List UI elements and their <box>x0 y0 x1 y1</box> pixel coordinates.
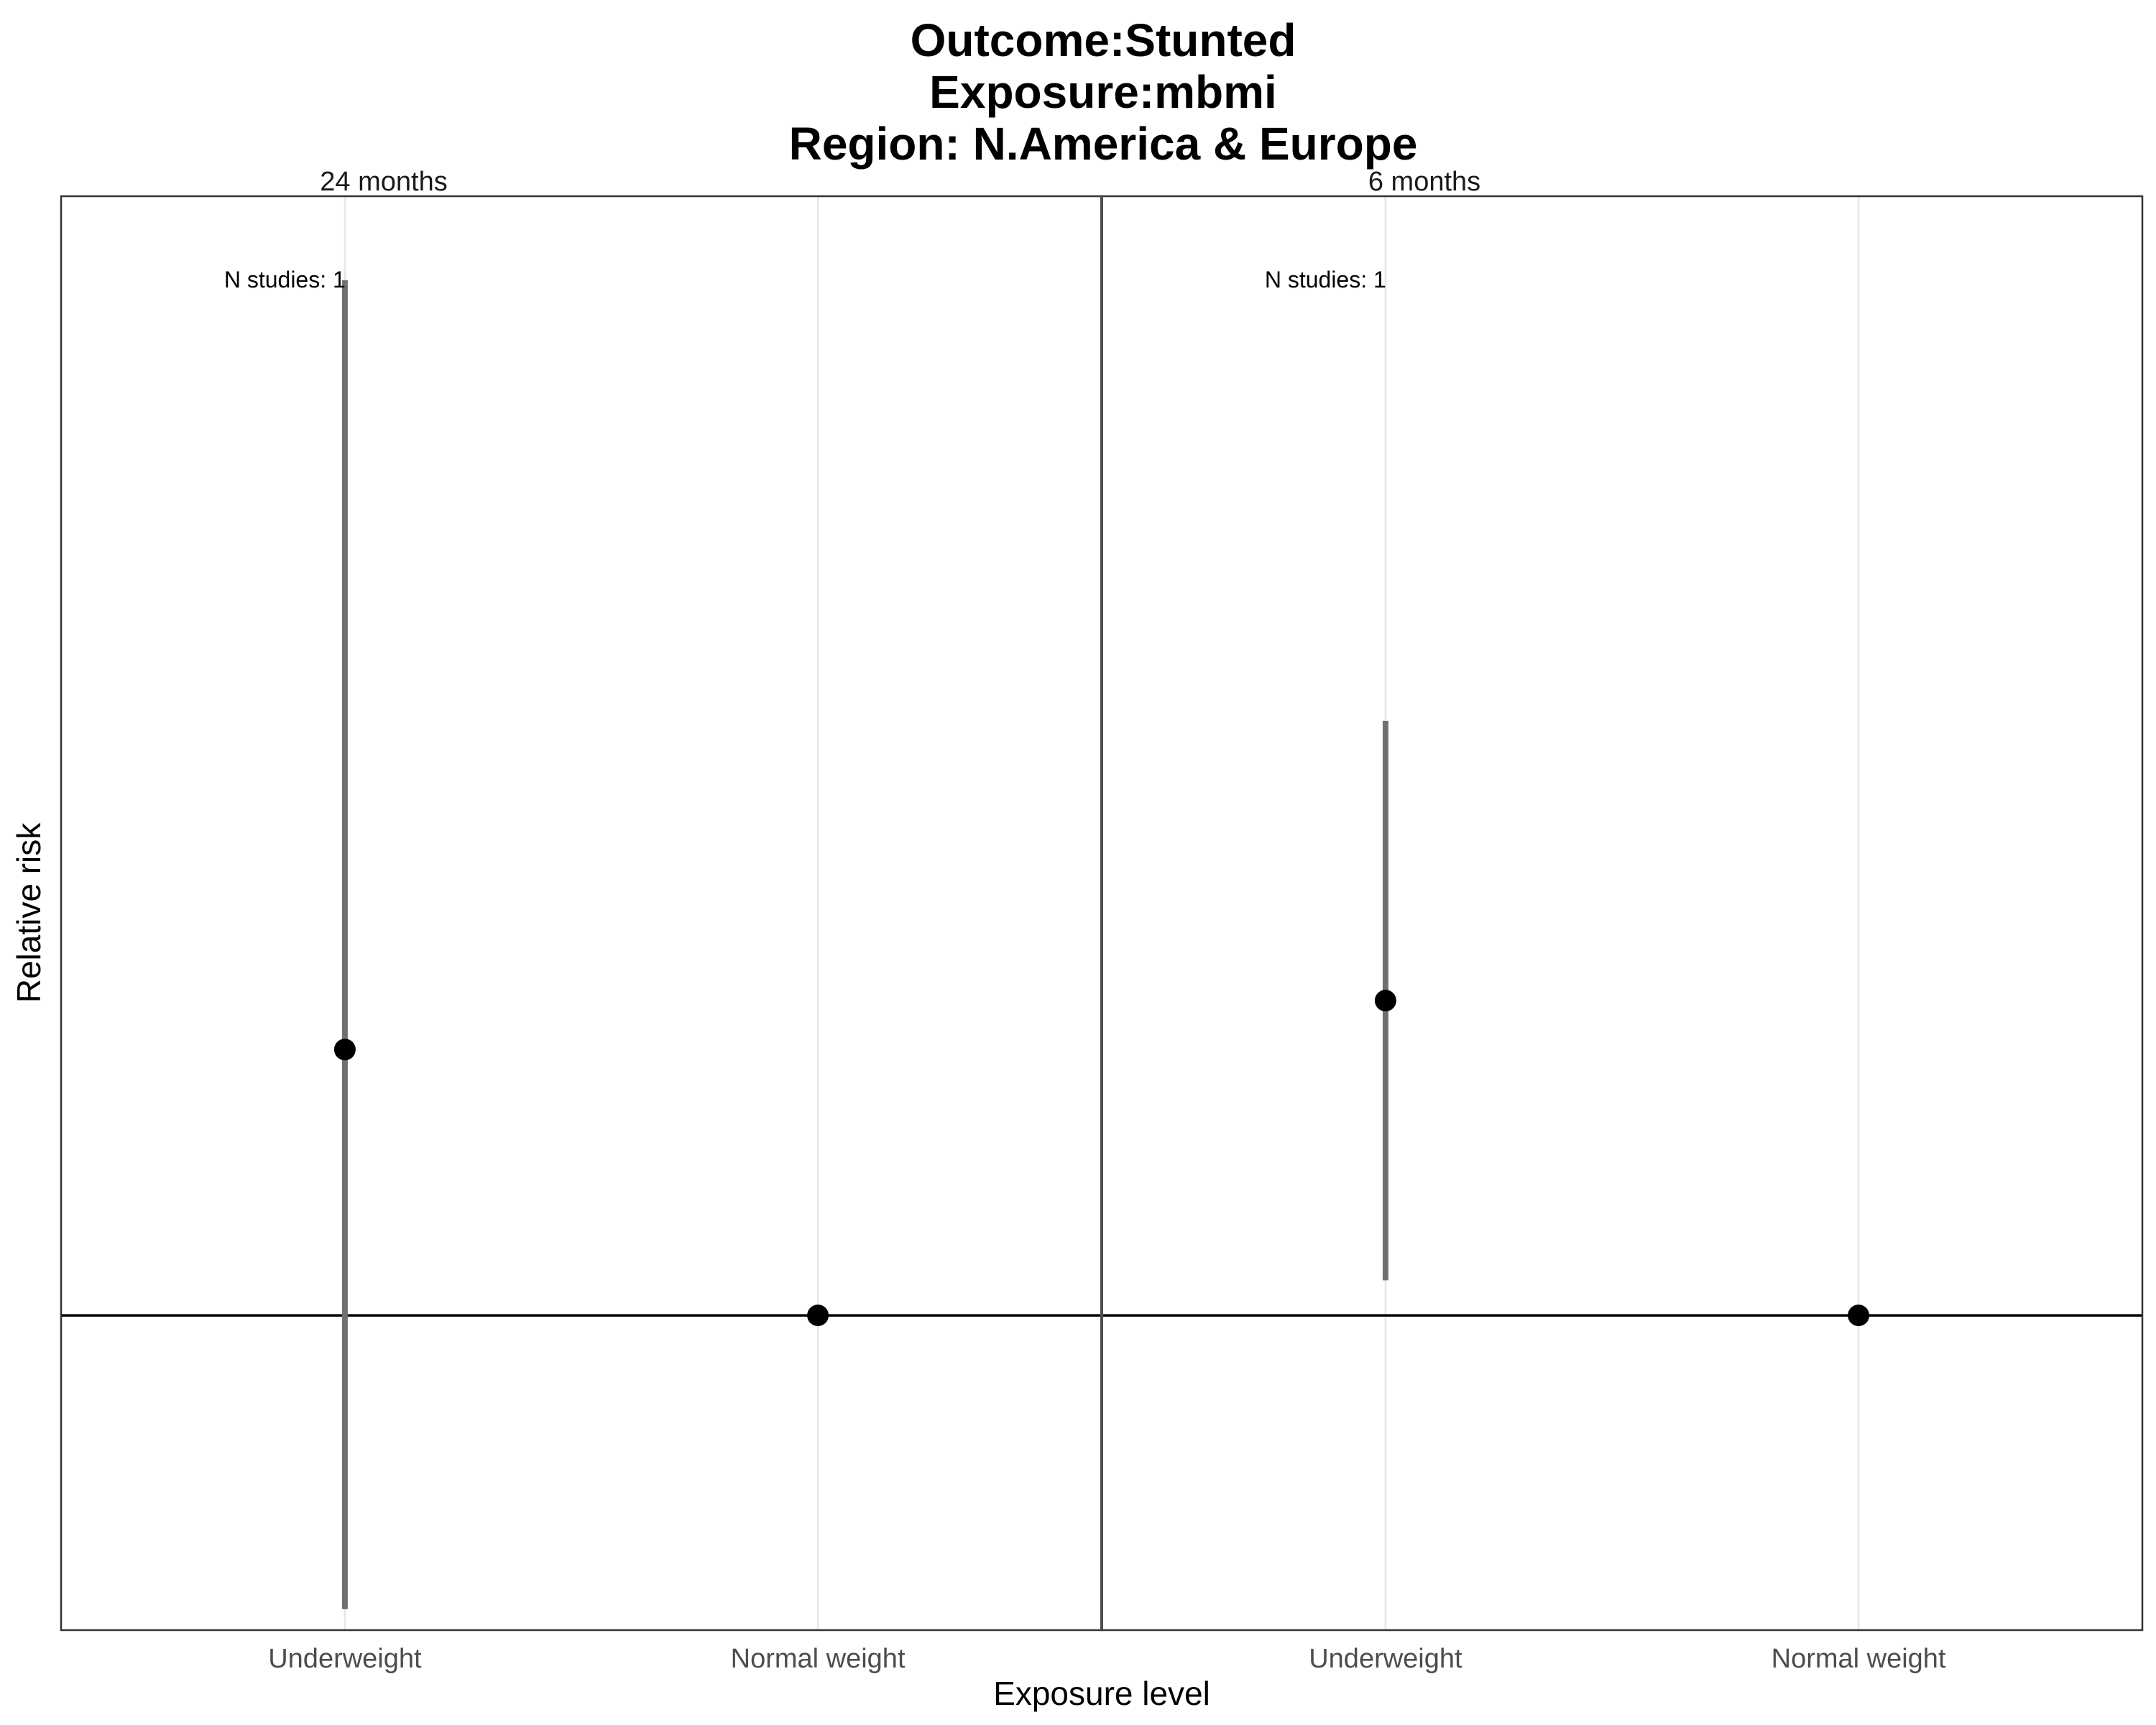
panel-border <box>60 195 1103 1632</box>
n-studies-annotation: N studies: 1 <box>224 267 346 293</box>
title-line-2: Exposure:mbmi <box>929 66 1277 118</box>
x-tick-label: Normal weight <box>1772 1644 1946 1674</box>
x-tick-label: Underweight <box>1309 1644 1462 1674</box>
data-point <box>807 1305 829 1327</box>
title-line-3: Region: N.America & Europe <box>789 118 1418 170</box>
panel-2: 6 months N studies: 1 Underweight Normal we… <box>1100 167 2144 1674</box>
x-tick-label: Underweight <box>268 1644 422 1674</box>
panel-border <box>1100 195 2144 1632</box>
data-point <box>1848 1305 1870 1327</box>
facet-panels: 24 months N studies: 1 Underweight Normal w… <box>60 167 2144 1674</box>
facet-strip-label: 24 months <box>320 167 447 197</box>
data-point <box>1374 990 1396 1012</box>
y-axis-title: Relative risk <box>10 822 47 1003</box>
n-studies-annotation: N studies: 1 <box>1265 267 1386 293</box>
x-axis-title: Exposure level <box>993 1675 1210 1712</box>
facet-strip-label: 6 months <box>1368 167 1480 197</box>
panel-1: 24 months N studies: 1 Underweight Normal w… <box>60 167 1103 1674</box>
x-tick-label: Normal weight <box>731 1644 906 1674</box>
data-point <box>333 1039 356 1061</box>
title-line-1: Outcome:Stunted <box>911 14 1296 66</box>
chart-title: Outcome:Stunted Exposure:mbmi Region: N.… <box>789 14 1418 170</box>
